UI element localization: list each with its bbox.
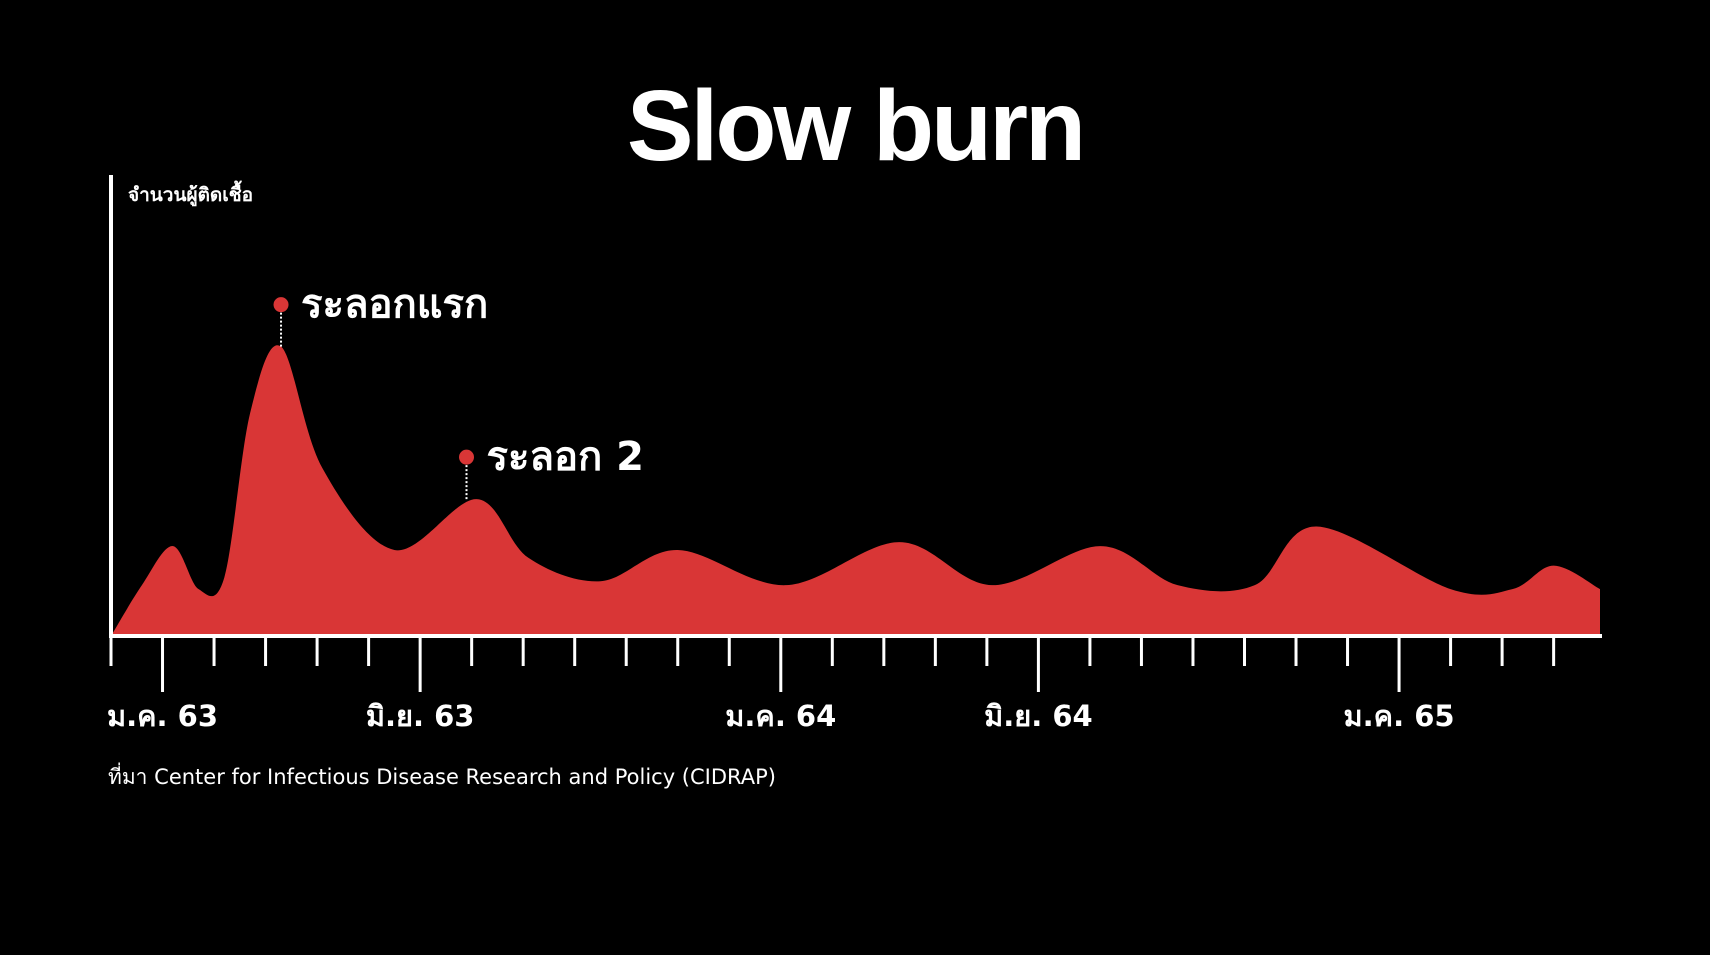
source-note: ที่มา Center for Infectious Disease Rese… [108, 762, 776, 789]
infection-area [111, 345, 1600, 636]
annotation-dot [273, 297, 289, 313]
x-tick-label: ม.ค. 63 [107, 699, 218, 733]
annotation-dot [459, 449, 475, 465]
x-tick-label: ม.ค. 65 [1344, 699, 1455, 733]
annotation-label: ระลอก 2 [487, 434, 644, 480]
x-tick-label: มิ.ย. 63 [366, 699, 475, 733]
y-axis-label: จำนวนผู้ติดเชื้อ [128, 180, 253, 207]
x-axis-ticks: ม.ค. 63 มิ.ย. 63 ม.ค. 64 มิ.ย. 64 ม.ค. 65 [107, 636, 1556, 733]
chart-title: Slow burn [627, 70, 1083, 182]
annotation-label: ระลอกแรก [301, 282, 488, 328]
x-tick-label: ม.ค. 64 [725, 699, 836, 733]
x-tick-label: มิ.ย. 64 [984, 699, 1093, 733]
